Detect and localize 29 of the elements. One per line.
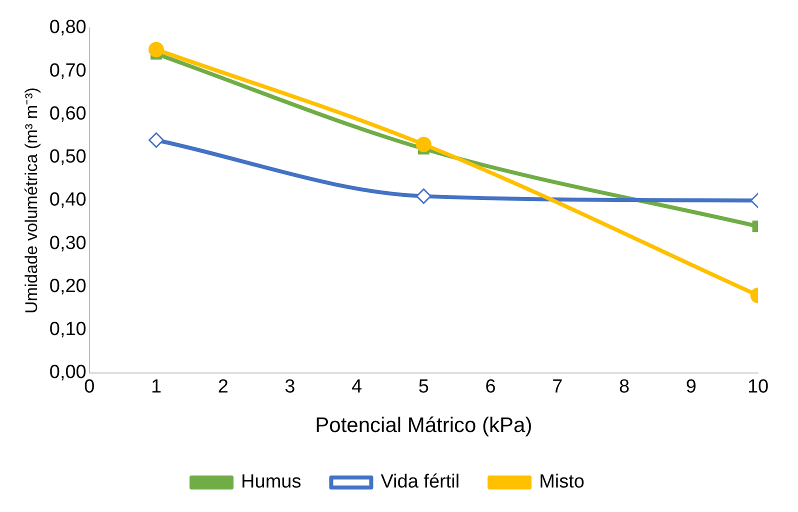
y-tick-label: 0,30	[49, 232, 86, 254]
x-tick-label: 1	[150, 376, 162, 398]
y-tick-label: 0,80	[49, 17, 86, 38]
legend-label: Vida fértil	[380, 472, 460, 493]
point	[416, 188, 432, 204]
legend-label: Misto	[539, 472, 584, 493]
y-tick-label: 0,20	[49, 276, 86, 297]
y-tick-label: 0,70	[49, 60, 86, 82]
x-axis-title: Potencial Mátrico (kPa)	[315, 414, 532, 438]
x-tick-label: 6	[485, 376, 496, 398]
y-axis-title: Umidade volumétrica (m³ m⁻³)	[22, 87, 41, 314]
y-tick-label: 0,50	[49, 146, 86, 168]
x-tick-label: 10	[747, 376, 769, 398]
x-tick-label: 9	[686, 376, 696, 398]
x-tick-label: 8	[618, 376, 630, 398]
x-tick-label: 2	[218, 376, 228, 398]
x-tick-label: 5	[418, 376, 429, 398]
y-tick-label: 0,00	[49, 362, 86, 384]
y-tick-label: 0,40	[49, 190, 86, 211]
legend-label: Humus	[241, 472, 302, 493]
point	[416, 136, 432, 152]
y-tick-label: 0,10	[49, 319, 86, 340]
y-tick-label: 0,60	[49, 103, 86, 124]
point	[148, 132, 164, 148]
x-tick-label: 0	[84, 376, 95, 398]
x-tick-label: 4	[352, 376, 363, 398]
point	[148, 42, 164, 58]
x-tick-label: 3	[284, 376, 296, 398]
x-tick-label: 7	[552, 376, 563, 398]
